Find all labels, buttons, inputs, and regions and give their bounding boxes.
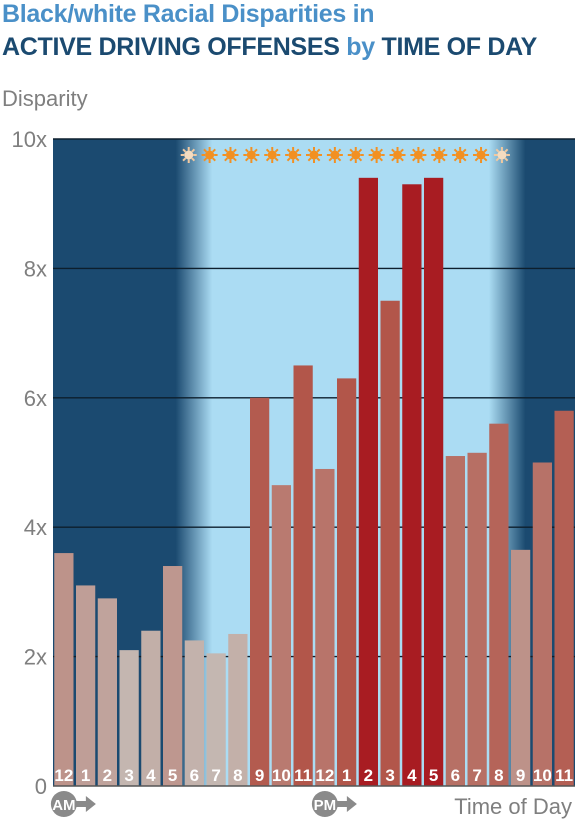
- bar: [163, 566, 183, 786]
- bar: [358, 177, 378, 786]
- x-tick-label: 1: [81, 766, 90, 785]
- chart-title-line1: Black/white Racial Disparities in: [2, 0, 375, 28]
- bar: [271, 485, 291, 786]
- sun-icon: [473, 147, 490, 163]
- x-tick-label: 7: [472, 766, 481, 785]
- bar: [554, 410, 574, 786]
- sun-icon: [368, 147, 385, 163]
- bar: [228, 633, 248, 786]
- sun-icon: [201, 147, 218, 163]
- x-axis-title: Time of Day: [454, 794, 572, 819]
- bar: [184, 640, 204, 786]
- x-tick-label: 4: [407, 766, 417, 785]
- sun-icon: [347, 147, 364, 163]
- bar: [380, 300, 400, 786]
- x-tick-label: 1: [342, 766, 351, 785]
- bar: [532, 462, 552, 786]
- bar: [511, 549, 531, 786]
- y-tick-label: 6x: [24, 386, 47, 411]
- sun-icon: [452, 147, 469, 163]
- y-tick-label: 4x: [24, 515, 47, 540]
- x-tick-label: 6: [451, 766, 460, 785]
- x-tick-label: 2: [364, 766, 373, 785]
- bar: [445, 456, 465, 786]
- x-tick-label: 11: [294, 766, 312, 785]
- sun-icon: [264, 147, 281, 163]
- sun-icon: [306, 147, 322, 163]
- dusk-icon: [493, 147, 510, 163]
- bar: [76, 585, 96, 786]
- bar: [54, 553, 74, 786]
- title-time-of-day: TIME OF DAY: [381, 33, 537, 61]
- x-tick-label: 5: [429, 766, 438, 785]
- bar: [119, 650, 139, 786]
- bar: [424, 177, 444, 786]
- sun-icon: [431, 147, 448, 163]
- x-tick-label: 11: [555, 766, 573, 785]
- sun-icon: [389, 147, 406, 163]
- y-tick-label: 2x: [24, 645, 47, 670]
- x-tick-label: 4: [146, 766, 156, 785]
- am-marker-icon: AM: [50, 791, 96, 817]
- sun-icon: [243, 147, 260, 163]
- bar: [250, 397, 270, 786]
- bar: [293, 365, 313, 786]
- title-by: by: [346, 33, 375, 61]
- bar: [467, 452, 487, 786]
- y-tick-label: 8x: [24, 256, 47, 281]
- x-tick-label: 10: [272, 766, 291, 785]
- y-tick-label: 0: [35, 774, 47, 799]
- y-tick-label: 10x: [12, 127, 47, 152]
- period-label: AM: [52, 797, 75, 814]
- bar: [402, 184, 422, 787]
- chart-title-line2: ACTIVE DRIVING OFFENSES by TIME OF DAY: [2, 33, 537, 62]
- bar: [206, 653, 226, 786]
- x-tick-label: 3: [385, 766, 394, 785]
- x-tick-label: 2: [103, 766, 112, 785]
- pm-marker-icon: PM: [311, 791, 357, 817]
- sky-background: [53, 139, 575, 786]
- x-tick-label: 8: [233, 766, 242, 785]
- x-tick-label: 5: [168, 766, 177, 785]
- sun-icon: [285, 147, 302, 163]
- period-label: PM: [314, 797, 337, 814]
- bar: [315, 468, 335, 786]
- x-tick-label: 12: [54, 766, 73, 785]
- x-tick-label: 6: [190, 766, 199, 785]
- x-tick-label: 3: [124, 766, 133, 785]
- dawn-icon: [180, 147, 197, 163]
- sun-icon: [410, 147, 427, 163]
- x-tick-label: 8: [494, 766, 503, 785]
- sun-icon: [326, 147, 343, 163]
- y-axis-title: Disparity: [2, 86, 88, 111]
- title-offense-type: ACTIVE DRIVING OFFENSES: [2, 33, 340, 61]
- x-tick-label: 10: [533, 766, 552, 785]
- bar: [141, 630, 161, 786]
- bar: [97, 598, 117, 786]
- sun-icon: [222, 147, 239, 163]
- bar: [337, 378, 357, 786]
- bar: [489, 423, 509, 786]
- x-tick-label: 9: [516, 766, 525, 785]
- x-tick-label: 12: [315, 766, 334, 785]
- x-tick-label: 7: [211, 766, 220, 785]
- x-tick-label: 9: [255, 766, 264, 785]
